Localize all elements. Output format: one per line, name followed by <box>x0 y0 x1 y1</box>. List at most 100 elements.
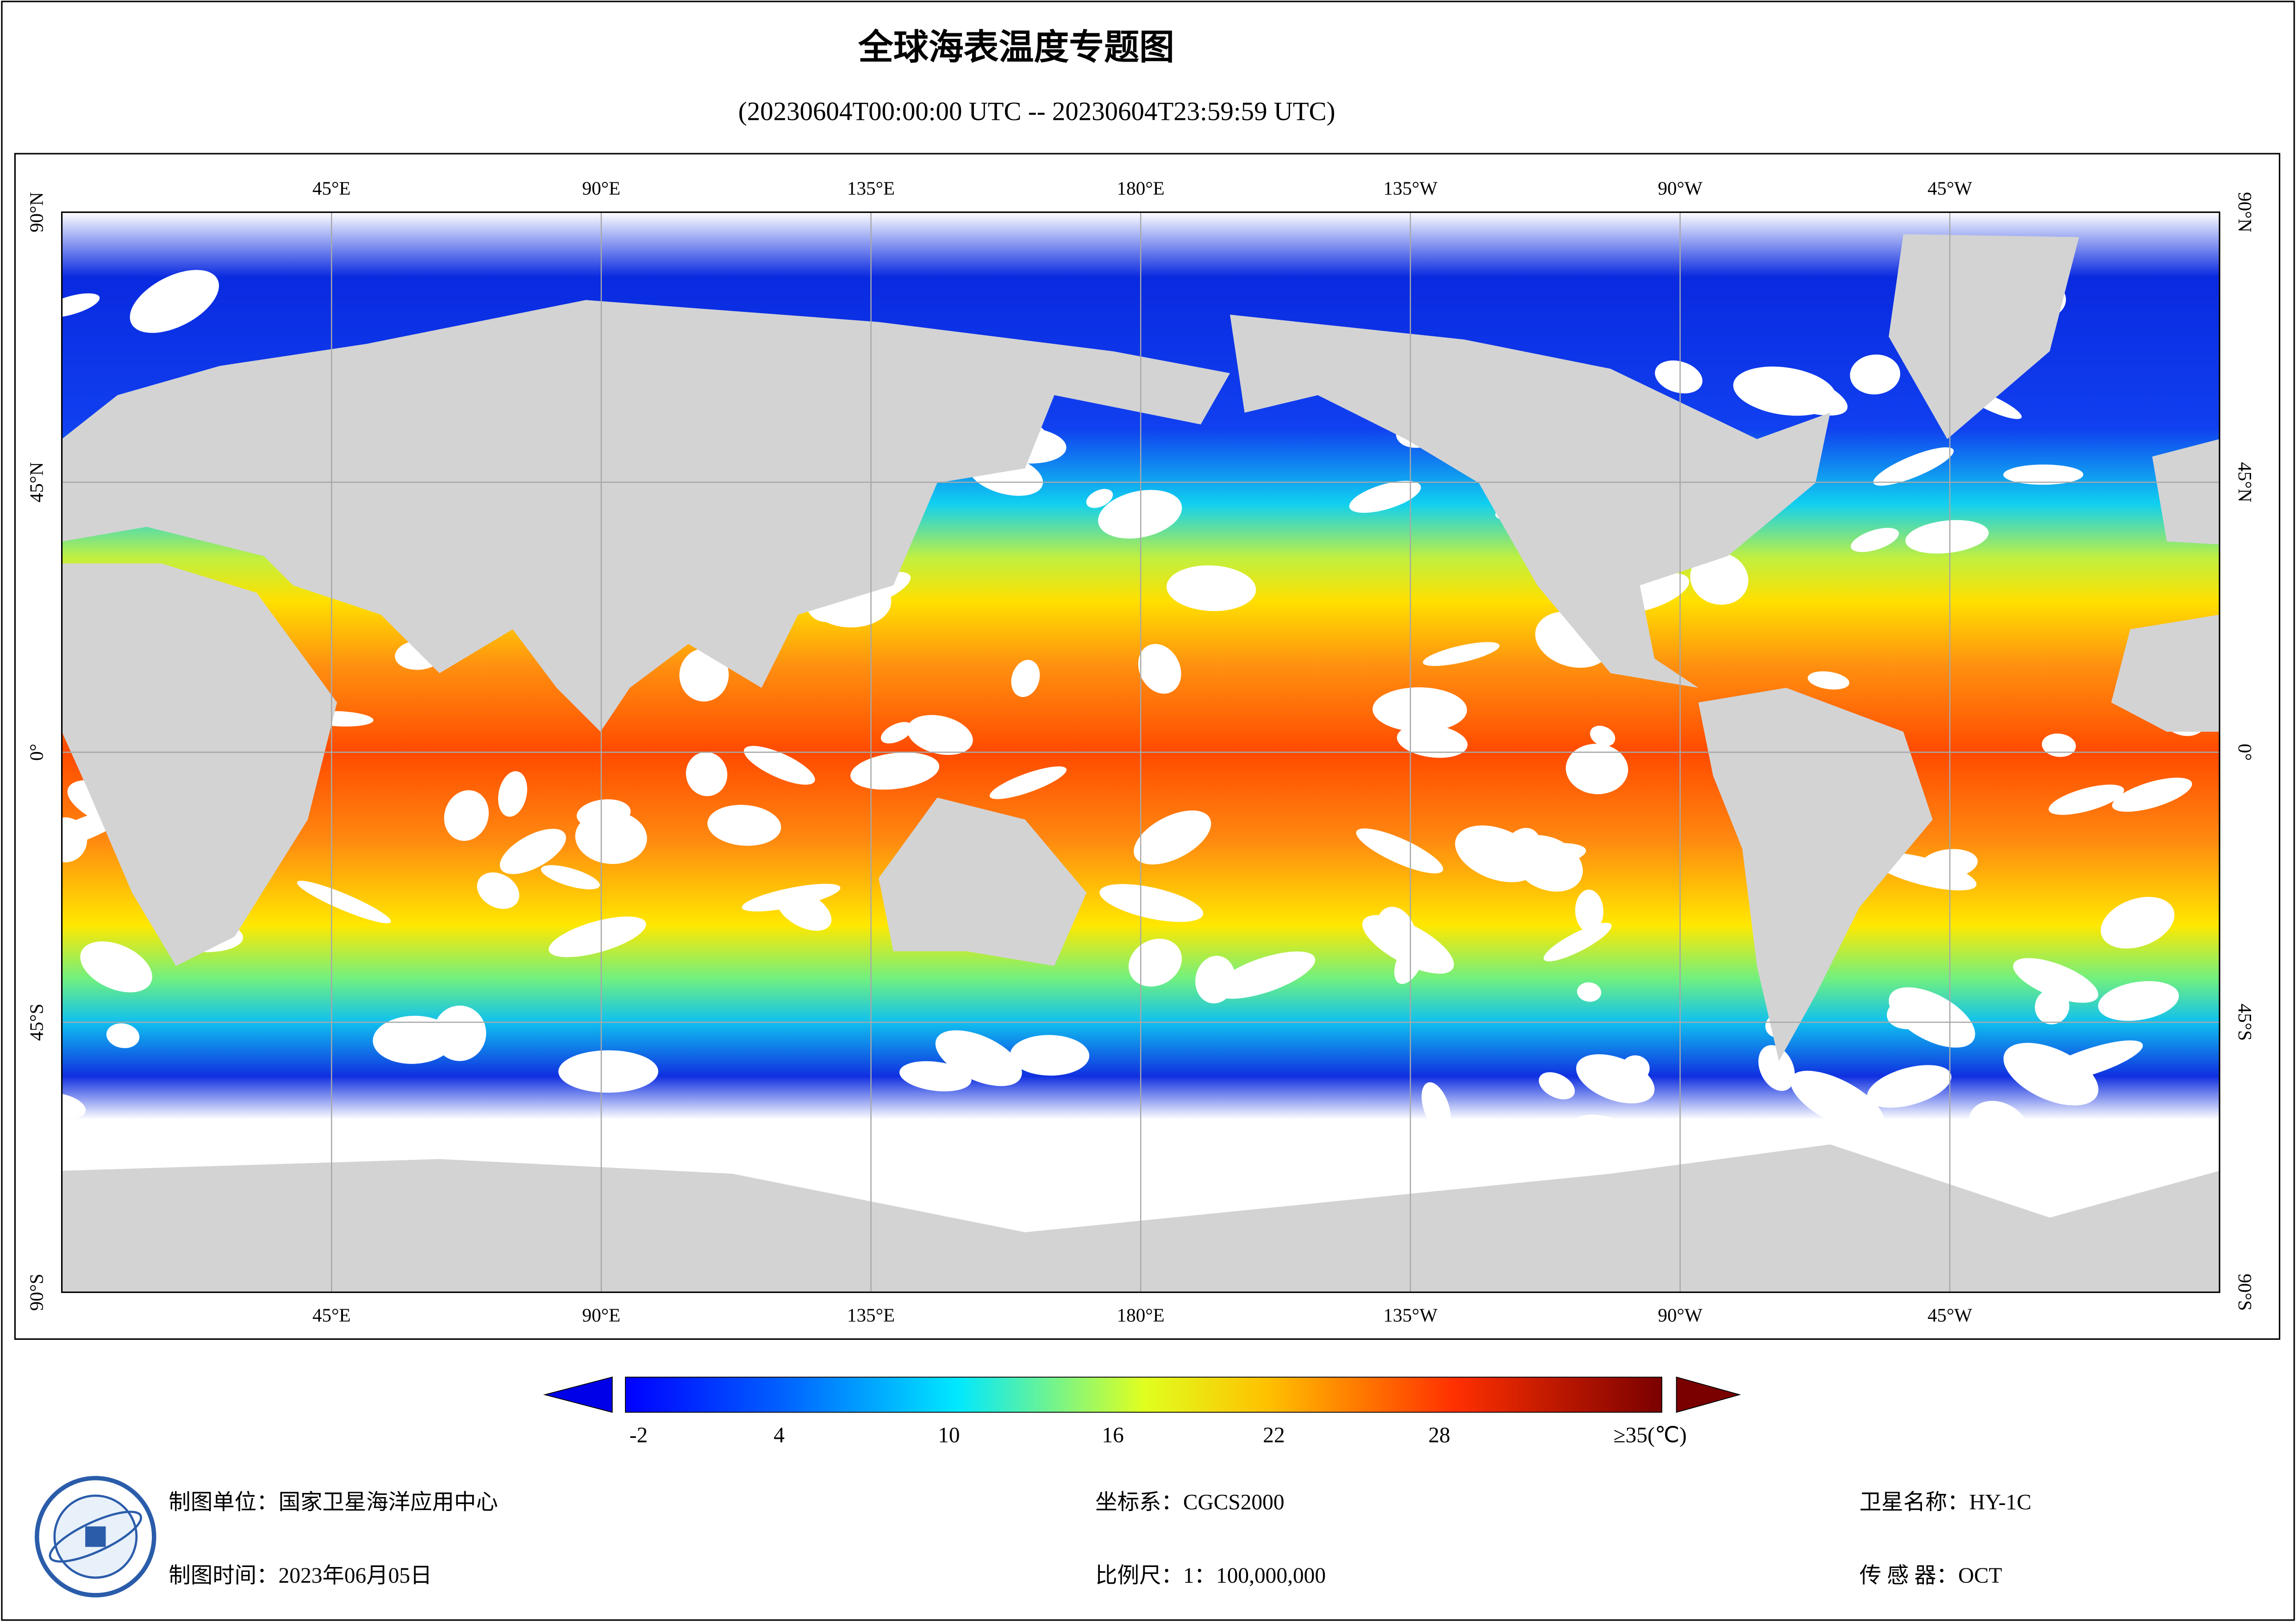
lat-label-left: 90°S <box>25 1274 47 1311</box>
colorbar-label: 4 <box>774 1423 785 1447</box>
colorbar-label: 10 <box>938 1423 960 1447</box>
graticule-labels: 45°E 45°E 90°E 90°E 135°E 135°E 180°E 180°E 135°… <box>25 178 2256 1326</box>
lon-label-top: 90°W <box>1658 178 1703 199</box>
cloud <box>2098 981 2179 1021</box>
cloud <box>477 872 519 909</box>
footer-date: 制图时间：2023年06月05日 <box>168 1564 432 1588</box>
cloud <box>1850 354 1900 395</box>
cloud <box>444 790 489 841</box>
subtitle: (20230604T00:00:00 UTC -- 20230604T23:59… <box>738 97 1335 126</box>
cloud <box>1129 939 1182 987</box>
cloud <box>1134 810 1211 865</box>
lon-label-bottom: 180°E <box>1117 1305 1165 1326</box>
cloud <box>1373 687 1467 732</box>
cloud <box>130 270 219 333</box>
lon-label-bottom: 90°W <box>1658 1305 1703 1326</box>
lon-label-top: 135°W <box>1383 178 1437 199</box>
cloud <box>1705 1122 1734 1147</box>
cloud <box>850 752 940 790</box>
lat-label-right: 90°S <box>2234 1274 2256 1311</box>
cloud <box>935 1030 1022 1086</box>
footer-scale: 比例尺：1：100,000,000 <box>1095 1564 1326 1588</box>
cloud <box>1138 644 1181 694</box>
lat-label-left: 90°N <box>25 192 47 232</box>
cloud <box>1423 642 1500 666</box>
cloud <box>1098 490 1182 539</box>
lat-label-right: 45°S <box>2234 1004 2256 1041</box>
graticule <box>62 212 2220 1293</box>
cloud <box>1566 744 1628 795</box>
cloud <box>541 865 600 889</box>
land-greenland <box>1889 234 2079 439</box>
cloud <box>1851 528 1899 552</box>
lon-label-bottom: 45°W <box>1928 1305 1972 1326</box>
cloud <box>743 746 815 785</box>
lat-label-right: 45°N <box>2234 462 2256 502</box>
cloud <box>707 805 781 846</box>
cloud <box>1690 552 1748 605</box>
lat-label-right: 90°N <box>2234 192 2256 232</box>
cloud <box>1349 480 1421 513</box>
land-south-america <box>1698 688 1933 1061</box>
cloud <box>499 828 566 874</box>
footer-sensor: 传 感 器：OCT <box>1859 1564 2002 1588</box>
lon-label-bottom: 90°E <box>582 1305 621 1326</box>
land-europe-west <box>2152 439 2220 545</box>
cloud <box>679 648 729 702</box>
cloud <box>1195 956 1235 1004</box>
colorbar-label: 28 <box>1429 1423 1450 1447</box>
lat-label-left: 0° <box>25 744 47 761</box>
cloud <box>1537 1137 1635 1180</box>
cloud <box>1397 724 1468 758</box>
cloud <box>1292 1122 1341 1142</box>
cloud <box>1905 520 1989 554</box>
cloud <box>1539 1072 1575 1100</box>
cloud <box>2041 734 2076 757</box>
cloud <box>558 1050 659 1093</box>
cloud <box>1214 951 1316 999</box>
cloud <box>1576 1054 1655 1104</box>
cloud <box>1376 907 1416 957</box>
cloud <box>1590 726 1616 746</box>
footer-crs: 坐标系：CGCS2000 <box>1095 1491 1284 1515</box>
cloud <box>1758 1045 1795 1091</box>
cloud <box>686 752 728 796</box>
colorbar-label: -2 <box>630 1423 648 1447</box>
cloud <box>2101 897 2175 949</box>
cloud <box>1086 489 1113 508</box>
cloud <box>297 881 391 923</box>
lon-label-top: 90°E <box>582 178 621 199</box>
colorbar-label: 22 <box>1263 1423 1285 1447</box>
cloud <box>1011 659 1040 697</box>
cloud <box>1499 827 1541 877</box>
cloud <box>80 941 152 993</box>
cloud <box>2040 1040 2143 1082</box>
cloud <box>1356 828 1443 874</box>
cloud <box>2048 784 2124 815</box>
cloud <box>2095 1126 2123 1145</box>
cloud <box>433 1005 487 1061</box>
cloud <box>1099 884 1204 922</box>
cloud <box>1968 1101 2030 1154</box>
cloud <box>1808 671 1850 690</box>
cloud <box>1867 1065 1952 1108</box>
cloud <box>1543 923 1612 962</box>
colorbar-label: 16 <box>1102 1423 1123 1447</box>
footer-unit: 制图单位：国家卫星海洋应用中心 <box>168 1491 498 1515</box>
lat-label-left: 45°N <box>25 462 47 502</box>
cloud <box>575 810 647 864</box>
cloud <box>1010 1035 1090 1076</box>
colorbar <box>625 1376 1662 1413</box>
cloud <box>1748 367 1848 416</box>
lon-label-top: 45°W <box>1928 178 1972 199</box>
title: 全球海表温度专题图 <box>858 28 1174 67</box>
cloud <box>1655 360 1703 394</box>
cloud <box>1908 993 1950 1031</box>
cloud <box>2013 958 2098 1003</box>
lat-label-right: 0° <box>2234 744 2256 761</box>
colorbar-low-arrow <box>543 1376 613 1413</box>
cloud <box>682 1134 786 1191</box>
cloud <box>2112 777 2192 812</box>
cloud <box>907 715 973 755</box>
colorbar-label: ≥35(℃) <box>1614 1423 1687 1447</box>
